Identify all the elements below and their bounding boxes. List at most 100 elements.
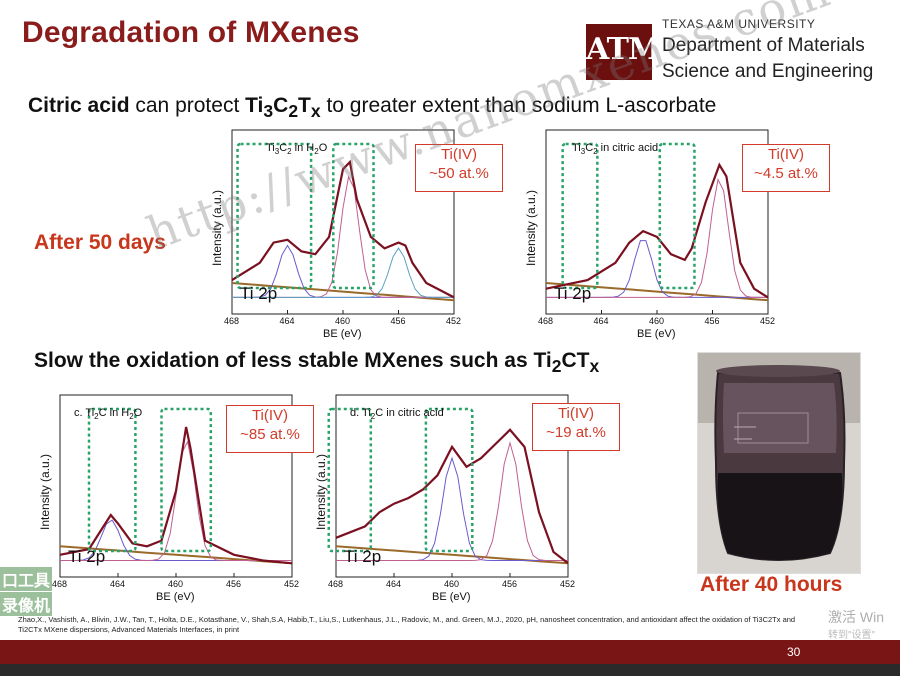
x-axis-label: BE (eV) — [156, 591, 195, 603]
panel-label-subscript: 3 — [274, 147, 280, 157]
headline1-ti: Ti — [245, 94, 264, 117]
annotation-line: ~19 at.% — [546, 424, 606, 441]
citation-text: Zhao,X., Vashisth, A., Blivin, J.W., Tan… — [18, 615, 796, 634]
annotation-line: ~50 at.% — [429, 165, 489, 182]
x-tick-label: 452 — [284, 579, 300, 589]
highlight-box — [87, 407, 137, 553]
x-tick-label: 452 — [560, 579, 576, 589]
headline-citric-acid: Citric acid can protect Ti3C2Tx to great… — [28, 94, 716, 122]
core-level-label: Ti 2p — [554, 284, 592, 303]
highlight-box — [658, 142, 696, 290]
settings-watermark: 转到"设置" — [828, 630, 876, 641]
jar-photo — [697, 352, 861, 574]
tamu-logo: ATM — [586, 24, 661, 80]
panel-label-subscript: 2 — [370, 412, 376, 422]
x-tick-label: 464 — [386, 579, 402, 589]
panel-label-text: c. Ti — [74, 407, 95, 419]
headline1-text2: to greater extent than sodium L-ascorbat… — [320, 94, 717, 117]
fit-component-line — [336, 441, 568, 561]
panel-label-text: C — [279, 142, 288, 154]
highlight-box — [327, 407, 373, 553]
headline2-sub-x: x — [589, 356, 600, 377]
x-tick-label: 468 — [328, 579, 344, 589]
page-number: 30 — [787, 645, 801, 659]
headline1-t: T — [298, 94, 311, 117]
headline1-c: C — [273, 94, 289, 117]
department-line1: Department of Materials — [662, 35, 865, 56]
xps-plot-4 — [327, 394, 569, 578]
headline1-sub-3: 3 — [263, 101, 274, 122]
x-tick-label: 464 — [279, 316, 295, 326]
x-axis-label: BE (eV) — [323, 328, 362, 340]
annotation-line: ~4.5 at.% — [754, 165, 818, 182]
background-fit-line — [231, 282, 455, 302]
panel-label: d. Ti2C in citric acid — [350, 407, 444, 421]
headline2-text1: Slow the oxidation of less stable MXenes… — [34, 349, 552, 372]
university-name: TEXAS A&M UNIVERSITY — [662, 17, 816, 31]
core-level-label: Ti 2p — [240, 284, 278, 303]
activate-windows-watermark: 激活 Win — [828, 609, 884, 625]
annotation-line: Ti(IV) — [767, 146, 805, 163]
panel-label-text: in citric acid — [597, 142, 659, 154]
panel-label-subscript: 2 — [129, 412, 134, 422]
headline-slow-oxidation: Slow the oxidation of less stable MXenes… — [34, 349, 599, 377]
highlight-box — [561, 142, 599, 290]
panel-label-subscript: 2 — [287, 147, 292, 157]
panel-label-text: C in H — [98, 407, 130, 419]
xps-panel-3: 468 464 460 456 452 c. Ti2C in H2O Ti 2p Ti(IV)… — [38, 394, 314, 603]
x-tick-label: 468 — [52, 579, 68, 589]
x-tick-label: 456 — [390, 316, 406, 326]
highlight-box — [236, 142, 313, 290]
annotation-line: Ti(IV) — [440, 146, 478, 163]
x-tick-label: 464 — [110, 579, 126, 589]
ti-iv-annotation: Ti(IV) ~19 at.% — [532, 403, 620, 451]
panel-label-text: O — [133, 407, 143, 419]
taskbar-strip — [0, 664, 900, 676]
x-tick-label: 460 — [649, 316, 665, 326]
headline1-sub-x: x — [310, 101, 321, 122]
panel-label-text: Ti — [572, 142, 581, 154]
x-tick-label: 468 — [224, 316, 240, 326]
after-50-days-label: After 50 days — [34, 231, 166, 254]
footer-bar — [0, 640, 900, 664]
tamu-logo-text: ATM — [586, 32, 661, 67]
highlight-box — [160, 407, 213, 553]
panel-label: Ti3C2 in H2O — [266, 142, 327, 156]
x-tick-label: 460 — [168, 579, 184, 589]
core-level-label: Ti 2p — [344, 547, 382, 566]
panel-label-subscript: 2 — [94, 412, 99, 422]
y-axis-label: Intensity (a.u.) — [38, 453, 52, 530]
headline1-bold1: Citric acid — [28, 94, 130, 117]
background-fit-line — [59, 545, 293, 565]
xps-plot-2 — [545, 129, 769, 315]
plot-frame — [545, 129, 769, 315]
annotation-line: Ti(IV) — [251, 407, 289, 424]
department-line2: Science and Engineering — [662, 61, 874, 82]
recorder-tool-mark: 口工具 — [0, 567, 53, 591]
panel-label-text: d. Ti — [350, 407, 371, 419]
slide-title: Degradation of MXenes — [22, 16, 360, 49]
jar-image — [698, 353, 860, 573]
x-axis-label: BE (eV) — [637, 328, 676, 340]
y-axis-label: Intensity (a.u.) — [524, 189, 538, 266]
after-40-hours-label: After 40 hours — [700, 573, 843, 596]
ti-iv-annotation: Ti(IV) ~85 at.% — [226, 405, 314, 453]
x-tick-label: 452 — [760, 316, 776, 326]
xps-panel-2: 468 464 460 456 452 Ti3C2 in citric acid Ti 2p… — [524, 129, 830, 340]
x-tick-label: 468 — [538, 316, 554, 326]
panel-label-subscript: 2 — [314, 147, 319, 157]
panel-label-text: Ti — [266, 142, 275, 154]
panel-label-subscript: 2 — [593, 147, 598, 157]
ti-iv-annotation: Ti(IV) ~50 at.% — [415, 144, 503, 192]
panel-label-text: O — [318, 142, 328, 154]
panel-label: Ti3C2 in citric acid — [572, 142, 658, 156]
xps-panel-4: 468 464 460 456 452 d. Ti2C in citric acid Ti … — [314, 394, 620, 603]
headline2-text2: CT — [561, 349, 590, 372]
recorder-video-mark: 录像机 — [0, 592, 53, 616]
envelope-series-line — [59, 426, 293, 565]
x-axis-label: BE (eV) — [432, 591, 471, 603]
x-tick-label: 456 — [704, 316, 720, 326]
fit-component-line — [60, 440, 292, 561]
annotation-line: Ti(IV) — [557, 405, 595, 422]
panel-label-text: in H — [291, 142, 315, 154]
